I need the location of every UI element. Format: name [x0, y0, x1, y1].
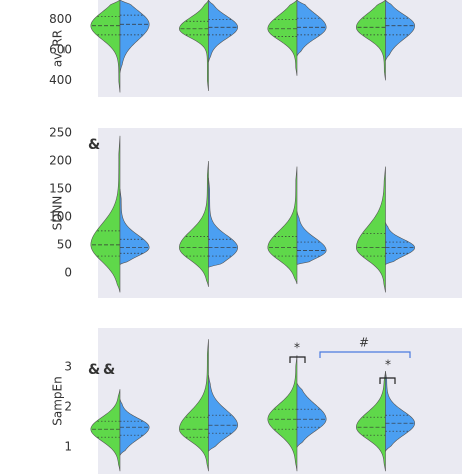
plot-background	[98, 328, 462, 474]
y-tick-label: 400	[49, 73, 72, 87]
annotation: &	[103, 362, 115, 378]
violin-half	[178, 0, 209, 91]
y-tick-label: 2	[64, 400, 72, 414]
y-tick-label: 150	[49, 181, 72, 195]
y-tick-label: 800	[49, 12, 72, 26]
violin-half	[119, 188, 150, 265]
violin-half	[356, 166, 386, 293]
annotation: #	[359, 336, 369, 350]
annotation: &	[88, 362, 100, 378]
violin-half	[267, 0, 298, 76]
significance-bracket	[289, 356, 306, 363]
violin-half	[296, 211, 327, 265]
y-tick-label: 3	[64, 360, 72, 374]
y-axis-label: SDNN	[51, 196, 65, 231]
violin-half	[90, 135, 121, 293]
violin-half	[356, 0, 386, 81]
y-axis-label: SampEn	[51, 376, 65, 425]
y-axis-label: av_RR	[51, 30, 65, 67]
annotation: *	[294, 341, 300, 355]
y-tick-label: 50	[57, 237, 72, 251]
significance-bracket	[319, 351, 411, 358]
annotation: &	[88, 137, 100, 153]
violin-half	[208, 0, 238, 63]
violin-half	[385, 222, 416, 265]
violin-half	[119, 0, 150, 73]
violin-half	[296, 0, 327, 57]
violin-half	[385, 0, 415, 61]
violin-half	[267, 166, 298, 285]
violin-half	[208, 177, 238, 268]
significance-bracket	[379, 377, 396, 384]
y-tick-label: 100	[49, 209, 72, 223]
annotation: *	[385, 358, 391, 372]
y-tick-label: 600	[49, 43, 72, 57]
violin-half	[356, 371, 386, 472]
violin-half	[296, 383, 327, 449]
violin-half	[267, 355, 298, 472]
y-tick-label: 250	[49, 126, 72, 140]
y-tick-label: 0	[64, 265, 72, 279]
plot-background	[98, 128, 462, 298]
violin-half	[179, 160, 209, 287]
violin-half	[179, 339, 209, 472]
violin-half	[90, 389, 121, 472]
y-tick-label: 200	[49, 153, 72, 167]
violin-half	[208, 375, 238, 452]
y-tick-label: 1	[64, 440, 72, 454]
violin-half	[90, 0, 121, 93]
